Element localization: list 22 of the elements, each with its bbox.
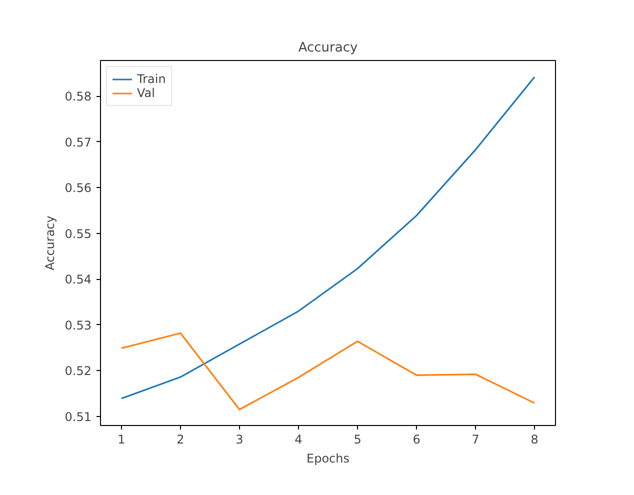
y-tick-label: 0.53 [64,318,92,332]
y-tick-label: 0.55 [64,226,92,241]
x-axis-title: Epochs [306,452,350,466]
chart-title: Accuracy [298,40,358,56]
x-tick-label: 5 [354,432,362,446]
x-tick-label: 2 [176,432,184,446]
x-tick-label: 1 [118,432,126,446]
y-tick-label: 0.52 [64,364,92,378]
line-series [120,332,536,410]
x-tick-label: 6 [412,432,420,446]
y-axis-title: Accuracy [42,216,57,270]
y-tick-label: 0.54 [64,272,92,287]
x-tick-label: 7 [472,432,480,446]
y-tick-label: 0.57 [64,135,92,150]
legend-label: Train [137,72,166,86]
y-tick-label: 0.51 [64,410,92,424]
legend-label: Val [137,86,156,100]
y-tick-label: 0.56 [64,181,92,196]
x-tick-label: 4 [294,432,302,446]
y-tick-label: 0.58 [64,90,92,104]
x-tick-label: 3 [236,432,244,446]
x-tick-label: 8 [530,432,538,446]
